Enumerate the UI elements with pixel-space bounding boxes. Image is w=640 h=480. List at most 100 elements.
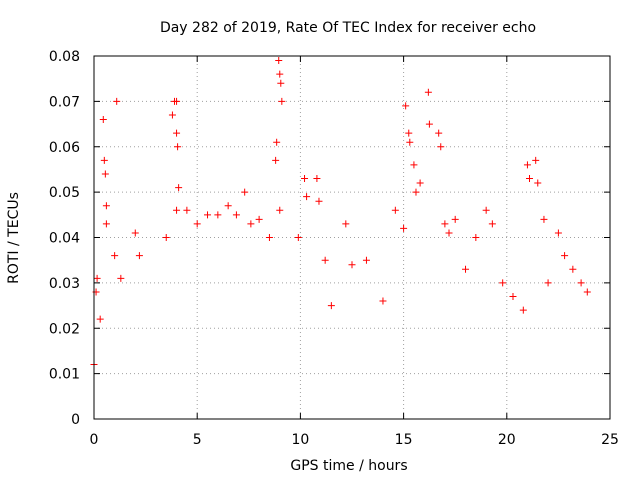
data-point — [410, 161, 418, 169]
data-point — [462, 265, 470, 273]
data-point — [348, 261, 356, 269]
data-point — [204, 211, 212, 219]
data-point — [437, 143, 445, 151]
data-point — [416, 179, 424, 187]
data-point — [313, 175, 321, 183]
data-point — [247, 220, 255, 228]
grid-lines — [94, 56, 610, 419]
x-tick-label: 5 — [193, 432, 202, 448]
data-point — [451, 215, 459, 223]
data-point — [472, 234, 480, 241]
data-point — [445, 229, 453, 237]
data-point — [168, 111, 176, 119]
data-point — [400, 224, 408, 232]
data-point — [425, 120, 433, 128]
data-point — [327, 302, 335, 310]
data-point — [523, 161, 531, 169]
data-point — [174, 143, 182, 151]
data-point — [540, 215, 548, 223]
data-points — [90, 57, 591, 369]
data-point — [93, 274, 101, 282]
data-point — [532, 156, 540, 164]
data-point — [96, 315, 104, 323]
data-point — [569, 265, 577, 273]
data-point — [113, 97, 121, 105]
data-point — [102, 220, 110, 228]
data-point — [117, 274, 125, 282]
data-point — [499, 279, 507, 287]
data-point — [175, 184, 183, 192]
data-point — [424, 88, 432, 96]
data-point — [101, 170, 109, 178]
data-point — [301, 175, 309, 183]
data-point — [277, 79, 285, 87]
data-point — [183, 206, 191, 214]
y-tick-label: 0.04 — [49, 231, 80, 247]
data-point — [412, 188, 420, 196]
data-point — [102, 202, 110, 210]
data-point — [509, 292, 517, 300]
y-tick-label: 0.01 — [49, 367, 80, 383]
data-point — [391, 206, 399, 214]
axis-ticks: 0 5 10 15 20 25 0 0.01 0.02 0.03 0.04 0.05 0.06 0.07 0… — [49, 49, 619, 448]
y-tick-label: 0.06 — [49, 140, 80, 156]
data-point — [272, 156, 280, 164]
data-point — [265, 234, 273, 241]
y-tick-label: 0.03 — [49, 276, 80, 292]
data-point — [173, 129, 181, 137]
data-point — [406, 138, 414, 146]
data-point — [131, 229, 139, 237]
data-point — [435, 129, 443, 137]
data-point — [315, 197, 323, 205]
data-point — [554, 229, 562, 237]
data-point — [232, 211, 240, 219]
y-tick-label: 0 — [71, 412, 80, 428]
data-point — [482, 206, 490, 214]
x-tick-label: 25 — [601, 432, 619, 448]
data-point — [173, 206, 181, 214]
data-point — [255, 215, 263, 223]
series-markers — [90, 57, 591, 369]
data-point — [321, 256, 329, 264]
data-point — [534, 179, 542, 187]
data-point — [100, 156, 108, 164]
y-tick-label: 0.05 — [49, 185, 80, 201]
y-tick-label: 0.02 — [49, 321, 80, 337]
data-point — [294, 234, 302, 241]
data-point — [111, 252, 119, 260]
data-point — [544, 279, 552, 287]
data-point — [224, 202, 232, 210]
data-point — [273, 138, 281, 146]
data-point — [276, 206, 284, 214]
x-tick-label: 0 — [90, 432, 99, 448]
data-point — [402, 102, 410, 110]
x-tick-label: 10 — [291, 432, 309, 448]
data-point — [526, 175, 534, 183]
y-tick-label: 0.07 — [49, 94, 80, 110]
data-point — [214, 211, 222, 219]
data-point — [241, 188, 249, 196]
data-point — [303, 193, 311, 201]
data-point — [173, 97, 181, 105]
data-point — [276, 70, 284, 78]
y-axis-label: ROTI / TECUs — [6, 192, 22, 284]
x-tick-label: 20 — [498, 432, 516, 448]
data-point — [193, 220, 201, 228]
data-point — [561, 252, 569, 260]
chart-title: Day 282 of 2019, Rate Of TEC Index for r… — [160, 20, 536, 36]
data-point — [278, 97, 286, 105]
x-tick-label: 15 — [395, 432, 413, 448]
data-point — [583, 288, 591, 296]
data-point — [135, 252, 143, 260]
data-point — [362, 256, 370, 264]
data-point — [519, 306, 527, 314]
x-axis-label: GPS time / hours — [290, 458, 407, 474]
data-point — [342, 220, 350, 228]
data-point — [162, 234, 170, 241]
data-point — [488, 220, 496, 228]
y-tick-label: 0.08 — [49, 49, 80, 65]
data-point — [577, 279, 585, 287]
data-point — [379, 297, 387, 305]
